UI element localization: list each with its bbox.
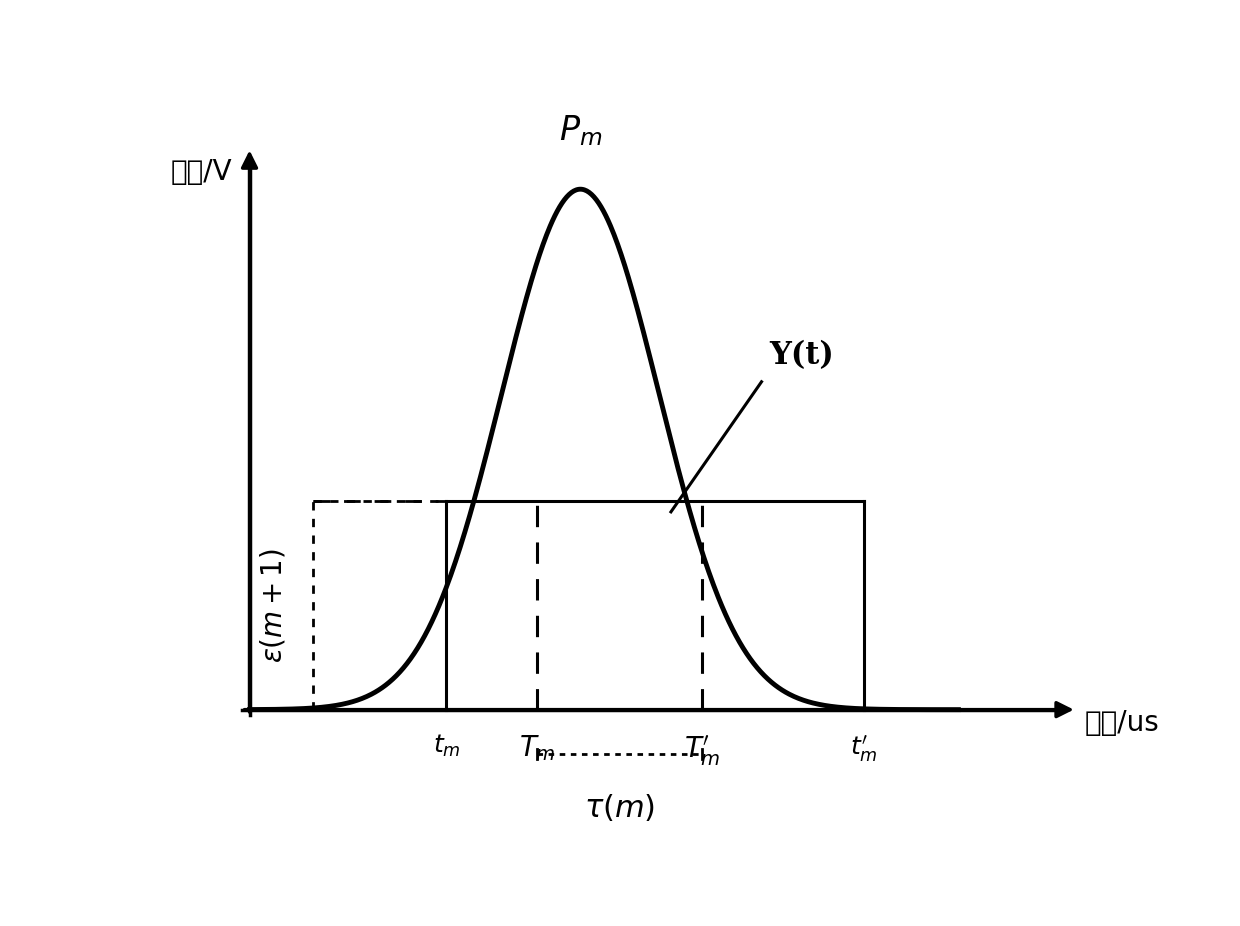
- Text: Y(t): Y(t): [769, 340, 835, 371]
- Text: $T_m'$: $T_m'$: [684, 733, 720, 768]
- Text: $t_m$: $t_m$: [433, 733, 460, 759]
- Text: 时间/us: 时间/us: [1085, 708, 1159, 737]
- Text: 电压/V: 电压/V: [171, 158, 232, 186]
- Text: $T_m$: $T_m$: [518, 733, 556, 763]
- Text: $\tau(m)$: $\tau(m)$: [584, 793, 656, 824]
- Text: $\varepsilon(m+1)$: $\varepsilon(m+1)$: [259, 548, 288, 663]
- Text: $P_m$: $P_m$: [559, 113, 601, 147]
- Text: $t_m'$: $t_m'$: [851, 733, 878, 764]
